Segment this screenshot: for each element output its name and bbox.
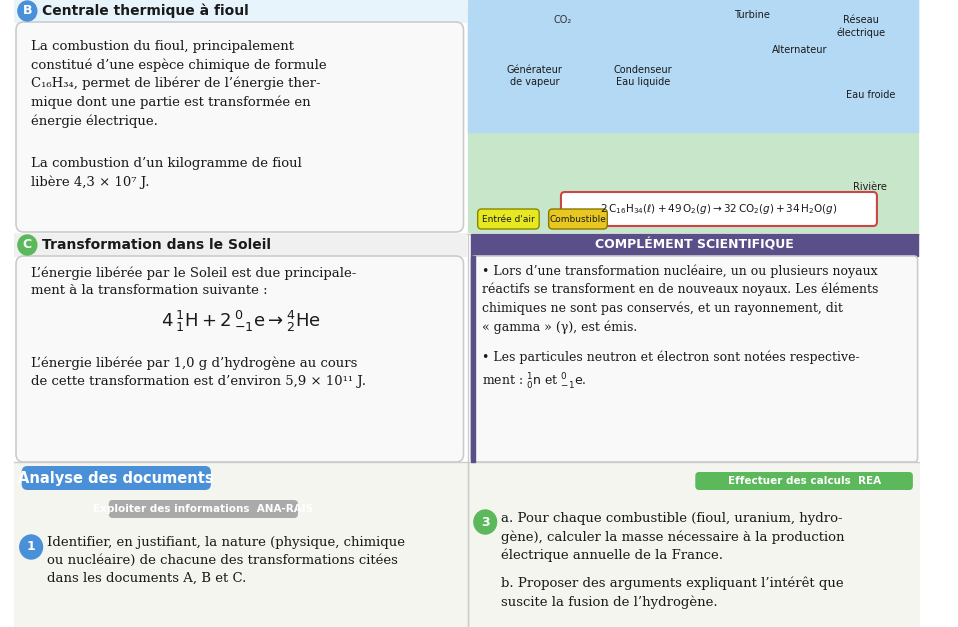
Text: Turbine: Turbine	[734, 10, 770, 20]
FancyBboxPatch shape	[549, 209, 607, 229]
Text: B: B	[23, 4, 33, 18]
Text: C: C	[23, 238, 32, 251]
Text: 3: 3	[481, 515, 490, 529]
Bar	[14, 0, 467, 22]
FancyBboxPatch shape	[471, 256, 918, 462]
Text: • Les particules neutron et électron sont notées respective-
ment : ${}^{1}_{0}\: • Les particules neutron et électron son…	[483, 351, 860, 391]
Text: Transformation dans le Soleil: Transformation dans le Soleil	[42, 238, 271, 252]
Text: Rivière: Rivière	[854, 182, 887, 192]
Text: Centrale thermique à fioul: Centrale thermique à fioul	[42, 4, 249, 18]
Text: $2\,\mathrm{C_{16}H_{34}}(\ell) + 49\,\mathrm{O_2}(g) \rightarrow 32\,\mathrm{CO: $2\,\mathrm{C_{16}H_{34}}(\ell) + 49\,\m…	[600, 202, 837, 216]
Circle shape	[474, 510, 496, 534]
Bar	[471, 234, 918, 256]
Text: L’énergie libérée par le Soleil est due principale-
ment à la transformation sui: L’énergie libérée par le Soleil est due …	[32, 266, 356, 297]
Bar	[14, 234, 467, 256]
FancyBboxPatch shape	[108, 500, 298, 518]
Text: Identifier, en justifiant, la nature (physique, chimique
ou nucléaire) de chacun: Identifier, en justifiant, la nature (ph…	[47, 536, 405, 585]
Bar	[14, 462, 467, 627]
Text: Combustible: Combustible	[550, 214, 606, 223]
FancyBboxPatch shape	[16, 22, 464, 232]
Text: Réseau
électrique: Réseau électrique	[836, 15, 885, 38]
Circle shape	[18, 235, 36, 255]
Circle shape	[18, 1, 36, 21]
Text: 1: 1	[27, 540, 35, 554]
FancyBboxPatch shape	[478, 209, 539, 229]
Text: $4\,{}^{1}_{1}\mathrm{H} + 2\,{}^{0}_{-1}\mathrm{e} \rightarrow {}^{4}_{2}\mathr: $4\,{}^{1}_{1}\mathrm{H} + 2\,{}^{0}_{-1…	[161, 308, 321, 334]
Text: La combustion d’un kilogramme de fioul
libère 4,3 × 10⁷ J.: La combustion d’un kilogramme de fioul l…	[32, 157, 302, 189]
Circle shape	[20, 535, 42, 559]
Bar	[471, 256, 475, 462]
FancyBboxPatch shape	[16, 256, 464, 462]
Text: COMPLÉMENT SCIENTIFIQUE: COMPLÉMENT SCIENTIFIQUE	[595, 238, 794, 251]
Text: L’énergie libérée par 1,0 g d’hydrogène au cours
de cette transformation est d’e: L’énergie libérée par 1,0 g d’hydrogène …	[32, 356, 366, 387]
FancyBboxPatch shape	[22, 466, 211, 490]
Bar	[468, 462, 921, 627]
Text: Condenseur
Eau liquide: Condenseur Eau liquide	[614, 65, 673, 87]
Text: Exploiter des informations  ANA-RAIS: Exploiter des informations ANA-RAIS	[93, 504, 313, 514]
Text: La combustion du fioul, principalement
constitué d’une espèce chimique de formul: La combustion du fioul, principalement c…	[32, 40, 327, 128]
FancyBboxPatch shape	[696, 472, 913, 490]
Text: Générateur
de vapeur: Générateur de vapeur	[507, 65, 562, 87]
Text: • Lors d’une transformation nucléaire, un ou plusieurs noyaux
réactifs se transf: • Lors d’une transformation nucléaire, u…	[483, 264, 878, 334]
Bar	[468, 0, 918, 232]
FancyBboxPatch shape	[561, 192, 877, 226]
FancyBboxPatch shape	[14, 0, 467, 22]
Text: Analyse des documents: Analyse des documents	[18, 470, 214, 485]
Text: a. Pour chaque combustible (fioul, uranium, hydro-
gène), calculer la masse néce: a. Pour chaque combustible (fioul, urani…	[501, 512, 845, 562]
Text: Effectuer des calculs  REA: Effectuer des calculs REA	[727, 476, 880, 486]
Bar	[468, 0, 918, 132]
Text: CO₂: CO₂	[554, 15, 572, 25]
Text: b. Proposer des arguments expliquant l’intérêt que
suscite la fusion de l’hydrog: b. Proposer des arguments expliquant l’i…	[501, 577, 844, 609]
Text: Alternateur: Alternateur	[771, 45, 827, 55]
Text: Entrée d'air: Entrée d'air	[482, 214, 535, 223]
Text: Eau froide: Eau froide	[846, 90, 895, 100]
